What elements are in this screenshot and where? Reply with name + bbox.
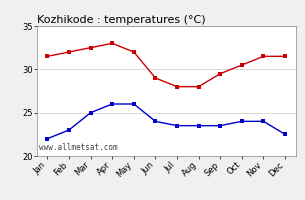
Text: www.allmetsat.com: www.allmetsat.com [39,143,118,152]
Text: Kozhikode : temperatures (°C): Kozhikode : temperatures (°C) [37,15,205,25]
